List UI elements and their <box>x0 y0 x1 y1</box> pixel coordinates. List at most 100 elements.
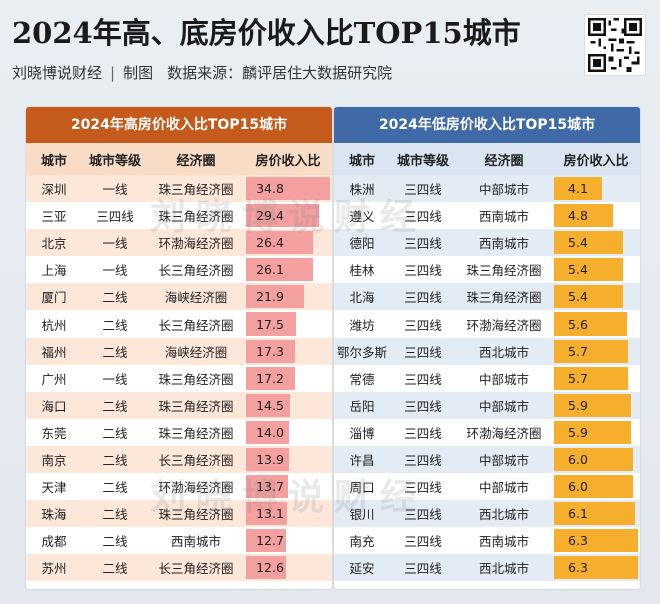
ratio-bar <box>554 285 623 309</box>
city-cell: 岳阳 <box>334 391 390 419</box>
tier-cell: 二线 <box>82 418 148 446</box>
ratio-cell: 5.9 <box>552 418 640 446</box>
region-cell: 珠三角经济圈 <box>456 256 552 284</box>
ratio-bar <box>554 447 633 472</box>
tier-cell: 三四线 <box>390 202 456 230</box>
tier-cell: 三四线 <box>390 554 456 582</box>
table-row: 延安 三四线 西北城市 6.3 <box>334 554 640 582</box>
city-cell: 延安 <box>334 554 390 582</box>
table-row: 鄂尔多斯 三四线 西北城市 5.7 <box>334 337 640 365</box>
table-row: 东莞 二线 珠三角经济圈 14.0 <box>26 418 332 446</box>
table-row: 潍坊 三四线 环渤海经济圈 5.6 <box>334 310 640 338</box>
ratio-value-label: 6.0 <box>568 451 588 467</box>
table-row: 株洲 三四线 中部城市 4.1 <box>334 175 640 203</box>
ratio-value-label: 6.3 <box>568 560 588 576</box>
city-cell: 常德 <box>334 364 390 392</box>
ratio-value-label: 6.1 <box>568 506 588 522</box>
city-cell: 淄博 <box>334 418 390 446</box>
ratio-bar <box>246 556 286 580</box>
ratio-value-label: 4.1 <box>568 181 588 197</box>
ratio-cell: 5.4 <box>552 283 640 311</box>
region-cell: 环渤海经济圈 <box>148 473 244 501</box>
author-label: 刘晓博说财经 <box>12 64 103 82</box>
ratio-bar <box>246 420 289 444</box>
city-cell: 广州 <box>26 364 82 392</box>
tier-cell: 二线 <box>82 337 148 365</box>
table-row: 珠海 二线 珠三角经济圈 13.1 <box>26 500 332 528</box>
ratio-bar <box>246 475 288 499</box>
table-row: 岳阳 三四线 中部城市 5.9 <box>334 391 640 419</box>
tier-cell: 三四线 <box>390 283 456 311</box>
region-cell: 珠三角经济圈 <box>148 500 244 528</box>
ratio-value-label: 4.8 <box>568 208 588 224</box>
ratio-value-label: 13.7 <box>256 479 284 495</box>
tier-cell: 二线 <box>82 527 148 555</box>
ratio-bar <box>554 475 633 499</box>
ratio-bar <box>246 393 290 417</box>
ratio-value-label: 5.9 <box>568 397 588 413</box>
ratio-cell: 21.9 <box>244 283 332 311</box>
ratio-cell: 13.7 <box>244 473 332 501</box>
ratio-value-label: 6.3 <box>568 533 588 549</box>
ratio-value-label: 13.9 <box>256 451 284 467</box>
ratio-cell: 6.0 <box>552 445 640 474</box>
ratio-cell: 29.4 <box>244 202 332 230</box>
region-cell: 长三角经济圈 <box>148 445 244 474</box>
column-header: 城市等级 <box>390 143 456 175</box>
tier-cell: 三四线 <box>390 391 456 419</box>
page-title: 2024年高、底房价收入比TOP15城市 <box>12 16 521 50</box>
ratio-bar <box>554 529 638 553</box>
tier-cell: 三四线 <box>390 337 456 365</box>
city-cell: 成都 <box>26 527 82 555</box>
ratio-cell: 34.8 <box>244 175 332 203</box>
ratio-cell: 6.3 <box>552 554 640 582</box>
table-row: 广州 一线 珠三角经济圈 17.2 <box>26 364 332 392</box>
tier-cell: 二线 <box>82 500 148 528</box>
table-row: 海口 二线 珠三角经济圈 14.5 <box>26 391 332 419</box>
table-row: 上海 一线 长三角经济圈 26.1 <box>26 256 332 284</box>
table-row: 常德 三四线 中部城市 5.7 <box>334 364 640 392</box>
ratio-cell: 6.1 <box>552 500 640 528</box>
tier-cell: 三四线 <box>390 256 456 284</box>
ratio-value-label: 34.8 <box>256 181 284 197</box>
low-ratio-table-title: 2024年低房价收入比TOP15城市 <box>334 107 640 143</box>
ratio-bar <box>554 556 638 580</box>
page-subtitle: 刘晓博说财经 | 制图 数据来源：麟评居住大数据研究院 <box>12 64 393 82</box>
city-cell: 苏州 <box>26 554 82 582</box>
table-row: 天津 二线 环渤海经济圈 13.7 <box>26 473 332 501</box>
city-cell: 厦门 <box>26 283 82 311</box>
ratio-cell: 17.5 <box>244 310 332 338</box>
ratio-value-label: 17.3 <box>256 343 284 359</box>
ratio-bar <box>554 366 628 390</box>
city-cell: 海口 <box>26 391 82 419</box>
city-cell: 周口 <box>334 473 390 501</box>
region-cell: 珠三角经济圈 <box>148 418 244 446</box>
region-cell: 环渤海经济圈 <box>148 229 244 257</box>
table-header-row: 城市 城市等级 经济圈 房价收入比 <box>26 143 332 175</box>
table-row: 许昌 三四线 中部城市 6.0 <box>334 445 640 474</box>
ratio-value-label: 12.6 <box>256 560 284 576</box>
table-row: 银川 三四线 西北城市 6.1 <box>334 500 640 528</box>
ratio-bar <box>246 529 286 553</box>
region-cell: 长三角经济圈 <box>148 310 244 338</box>
region-cell: 中部城市 <box>456 473 552 501</box>
table-row: 苏州 二线 长三角经济圈 12.6 <box>26 554 332 582</box>
tier-cell: 三四线 <box>390 175 456 203</box>
ratio-value-label: 5.4 <box>568 289 588 305</box>
ratio-bar <box>246 231 313 255</box>
ratio-value-label: 17.5 <box>256 316 284 332</box>
column-header: 经济圈 <box>456 143 552 175</box>
ratio-cell: 13.1 <box>244 500 332 528</box>
region-cell: 长三角经济圈 <box>148 554 244 582</box>
column-header: 经济圈 <box>148 143 244 175</box>
table-row: 淄博 三四线 环渤海经济圈 5.9 <box>334 418 640 446</box>
table-row: 深圳 一线 珠三角经济圈 34.8 <box>26 175 332 203</box>
ratio-cell: 5.6 <box>552 310 640 338</box>
tier-cell: 三四线 <box>390 364 456 392</box>
ratio-value-label: 14.5 <box>256 397 284 413</box>
region-cell: 西南城市 <box>148 527 244 555</box>
tier-cell: 二线 <box>82 473 148 501</box>
table-header-row: 城市 城市等级 经济圈 房价收入比 <box>334 143 640 175</box>
tier-cell: 三四线 <box>390 473 456 501</box>
ratio-value-label: 6.0 <box>568 479 588 495</box>
